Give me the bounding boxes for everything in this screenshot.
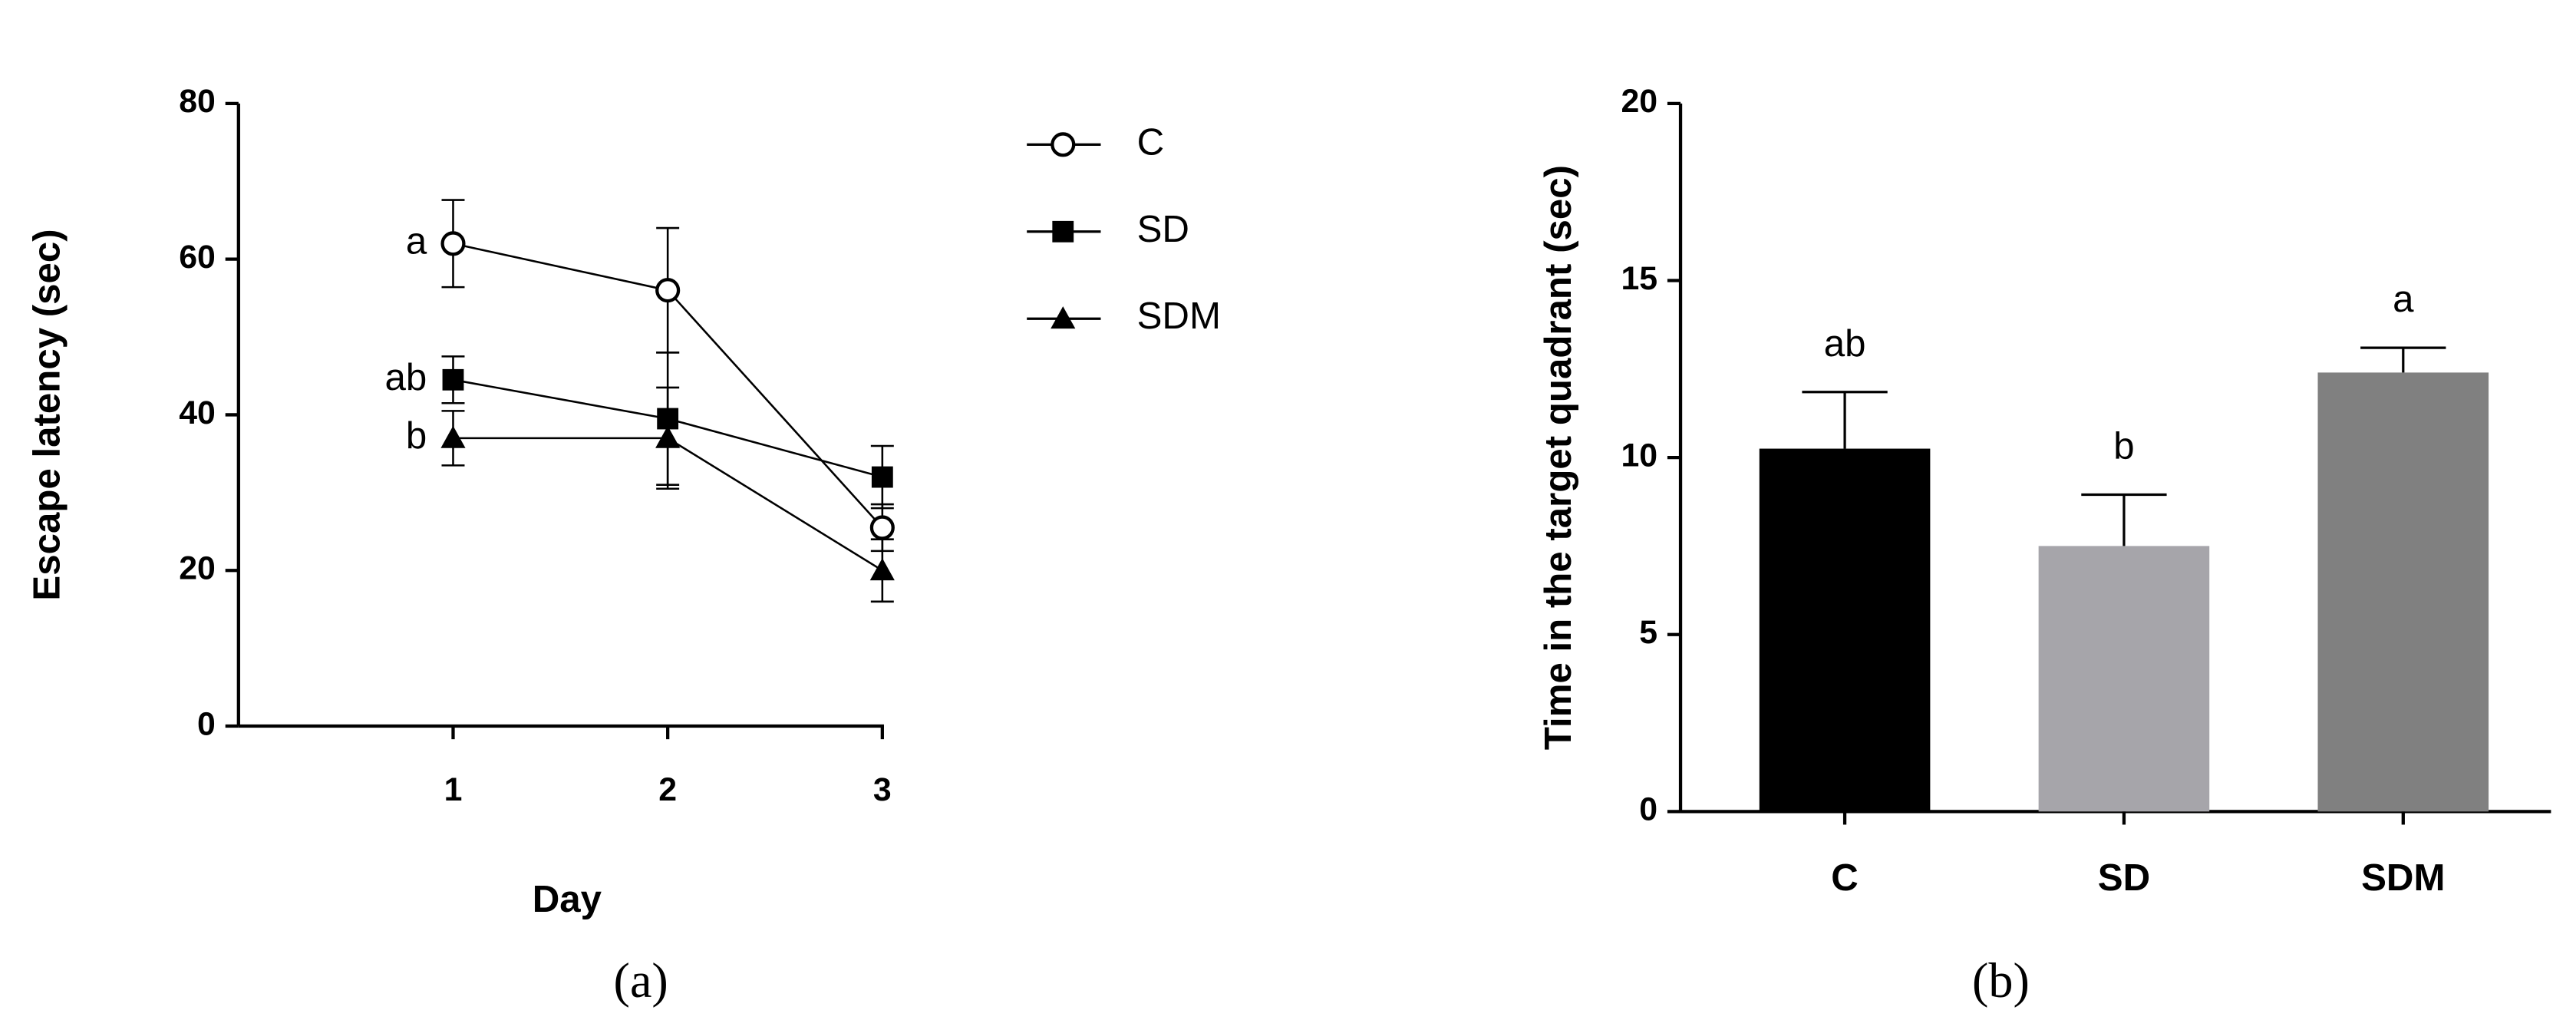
marker (440, 425, 466, 448)
legend-label: SD (1137, 208, 1189, 250)
marker (869, 515, 895, 540)
legend-label: SDM (1137, 295, 1221, 337)
y-tick-label: 80 (179, 83, 216, 120)
x-tick-label: 2 (658, 771, 677, 808)
error-bar (1802, 391, 1888, 449)
error-bar (2081, 493, 2167, 546)
bar (1759, 448, 1931, 812)
x-tick-label: SD (2098, 857, 2150, 899)
x-tick-label: 1 (444, 771, 463, 808)
annotation: a (2393, 278, 2414, 320)
panel-label: (a) (614, 953, 668, 1008)
y-tick-label: 60 (179, 239, 216, 276)
marker (1051, 132, 1076, 157)
annotation: a (406, 220, 427, 262)
legend-label: C (1137, 120, 1165, 163)
annotation: b (2113, 425, 2134, 467)
marker (871, 466, 893, 488)
annotation: b (406, 414, 427, 457)
x-tick-label: 3 (873, 771, 892, 808)
y-tick-label: 20 (179, 550, 216, 587)
x-tick-label: C (1831, 857, 1859, 899)
y-tick-label: 20 (1621, 83, 1657, 120)
error-bar (2360, 346, 2446, 373)
y-tick-label: 15 (1621, 260, 1657, 297)
y-axis-label: Time in the target quadrant (sec) (1537, 165, 1579, 750)
x-tick-label: SDM (2361, 857, 2445, 899)
y-tick-label: 5 (1639, 614, 1657, 651)
marker (655, 425, 681, 448)
marker (442, 368, 464, 391)
y-tick-label: 0 (197, 705, 216, 742)
y-tick-label: 40 (179, 395, 216, 431)
bar (2038, 546, 2210, 812)
annotation: ab (384, 356, 427, 398)
marker (1051, 306, 1076, 329)
annotation: ab (1824, 322, 1866, 365)
y-tick-label: 10 (1621, 437, 1657, 474)
bar (2317, 372, 2489, 812)
x-axis-label: Day (533, 878, 602, 920)
marker (440, 231, 466, 256)
panel-label: (b) (1972, 953, 2030, 1008)
marker (1052, 220, 1074, 243)
y-tick-label: 0 (1639, 791, 1657, 828)
marker (655, 278, 681, 303)
marker (869, 558, 895, 581)
y-axis-label: Escape latency (sec) (26, 229, 68, 600)
